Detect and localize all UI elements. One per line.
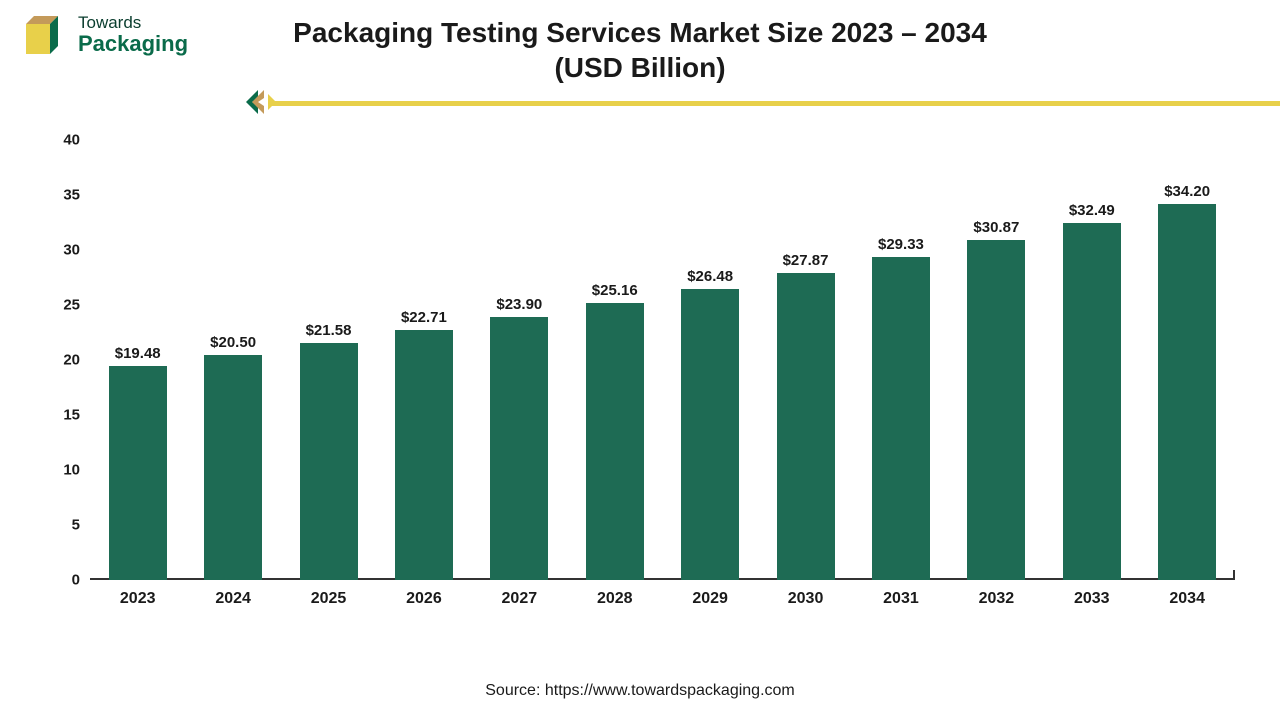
header: Towards Packaging Packaging Testing Serv… — [0, 0, 1280, 110]
x-category-label: 2023 — [120, 590, 156, 608]
bar-group: $21.582025 — [281, 322, 376, 580]
bar-group: $30.872032 — [949, 219, 1044, 580]
bar-value-label: $27.87 — [783, 252, 829, 269]
y-tick-label: 10 — [40, 462, 80, 479]
x-category-label: 2032 — [979, 590, 1015, 608]
bar-value-label: $25.16 — [592, 282, 638, 299]
x-category-label: 2031 — [883, 590, 919, 608]
bar-value-label: $23.90 — [496, 296, 542, 313]
y-tick-label: 40 — [40, 132, 80, 149]
x-category-label: 2024 — [215, 590, 251, 608]
bar-group: $29.332031 — [853, 236, 948, 580]
y-tick-label: 30 — [40, 242, 80, 259]
bar-group: $19.482023 — [90, 345, 185, 580]
bar-rect — [109, 366, 167, 580]
bar-rect — [204, 355, 262, 581]
x-category-label: 2026 — [406, 590, 442, 608]
bar-chart: 0510152025303540 $19.482023$20.502024$21… — [40, 140, 1240, 630]
bar-rect — [300, 343, 358, 580]
bar-group: $34.202034 — [1140, 183, 1235, 580]
source-url: https://www.towardspackaging.com — [545, 682, 795, 699]
bar-rect — [586, 303, 644, 580]
y-tick-label: 0 — [40, 572, 80, 589]
bar-value-label: $21.58 — [306, 322, 352, 339]
bar-group: $20.502024 — [186, 334, 281, 581]
bar-group: $25.162028 — [567, 282, 662, 580]
bars-container: $19.482023$20.502024$21.582025$22.712026… — [90, 140, 1235, 580]
bar-value-label: $20.50 — [210, 334, 256, 351]
x-category-label: 2025 — [311, 590, 347, 608]
x-category-label: 2027 — [502, 590, 538, 608]
y-tick-label: 15 — [40, 407, 80, 424]
x-category-label: 2034 — [1169, 590, 1205, 608]
y-tick-label: 25 — [40, 297, 80, 314]
bar-rect — [872, 257, 930, 580]
x-category-label: 2033 — [1074, 590, 1110, 608]
bar-value-label: $26.48 — [687, 268, 733, 285]
bar-rect — [777, 273, 835, 580]
bar-group: $23.902027 — [472, 296, 567, 580]
bar-rect — [681, 289, 739, 580]
source-prefix: Source: — [485, 682, 545, 699]
x-category-label: 2029 — [692, 590, 728, 608]
bar-value-label: $19.48 — [115, 345, 161, 362]
bar-value-label: $34.20 — [1164, 183, 1210, 200]
title-line2: (USD Billion) — [0, 50, 1280, 85]
source-attribution: Source: https://www.towardspackaging.com — [0, 682, 1280, 700]
bar-rect — [395, 330, 453, 580]
divider-line — [272, 101, 1280, 106]
bar-rect — [1063, 223, 1121, 580]
bar-rect — [1158, 204, 1216, 580]
bar-group: $27.872030 — [758, 252, 853, 580]
title-line1: Packaging Testing Services Market Size 2… — [0, 15, 1280, 50]
y-tick-label: 35 — [40, 187, 80, 204]
bar-value-label: $29.33 — [878, 236, 924, 253]
bar-rect — [490, 317, 548, 580]
bar-rect — [967, 240, 1025, 580]
x-category-label: 2030 — [788, 590, 824, 608]
title-divider — [242, 92, 1280, 112]
bar-value-label: $32.49 — [1069, 202, 1115, 219]
bar-value-label: $22.71 — [401, 309, 447, 326]
chart-title: Packaging Testing Services Market Size 2… — [0, 15, 1280, 85]
bar-group: $26.482029 — [663, 268, 758, 580]
bar-group: $32.492033 — [1044, 202, 1139, 580]
bar-value-label: $30.87 — [973, 219, 1019, 236]
x-category-label: 2028 — [597, 590, 633, 608]
y-tick-label: 5 — [40, 517, 80, 534]
divider-chevron-icon — [242, 86, 286, 118]
y-tick-label: 20 — [40, 352, 80, 369]
bar-group: $22.712026 — [376, 309, 471, 580]
